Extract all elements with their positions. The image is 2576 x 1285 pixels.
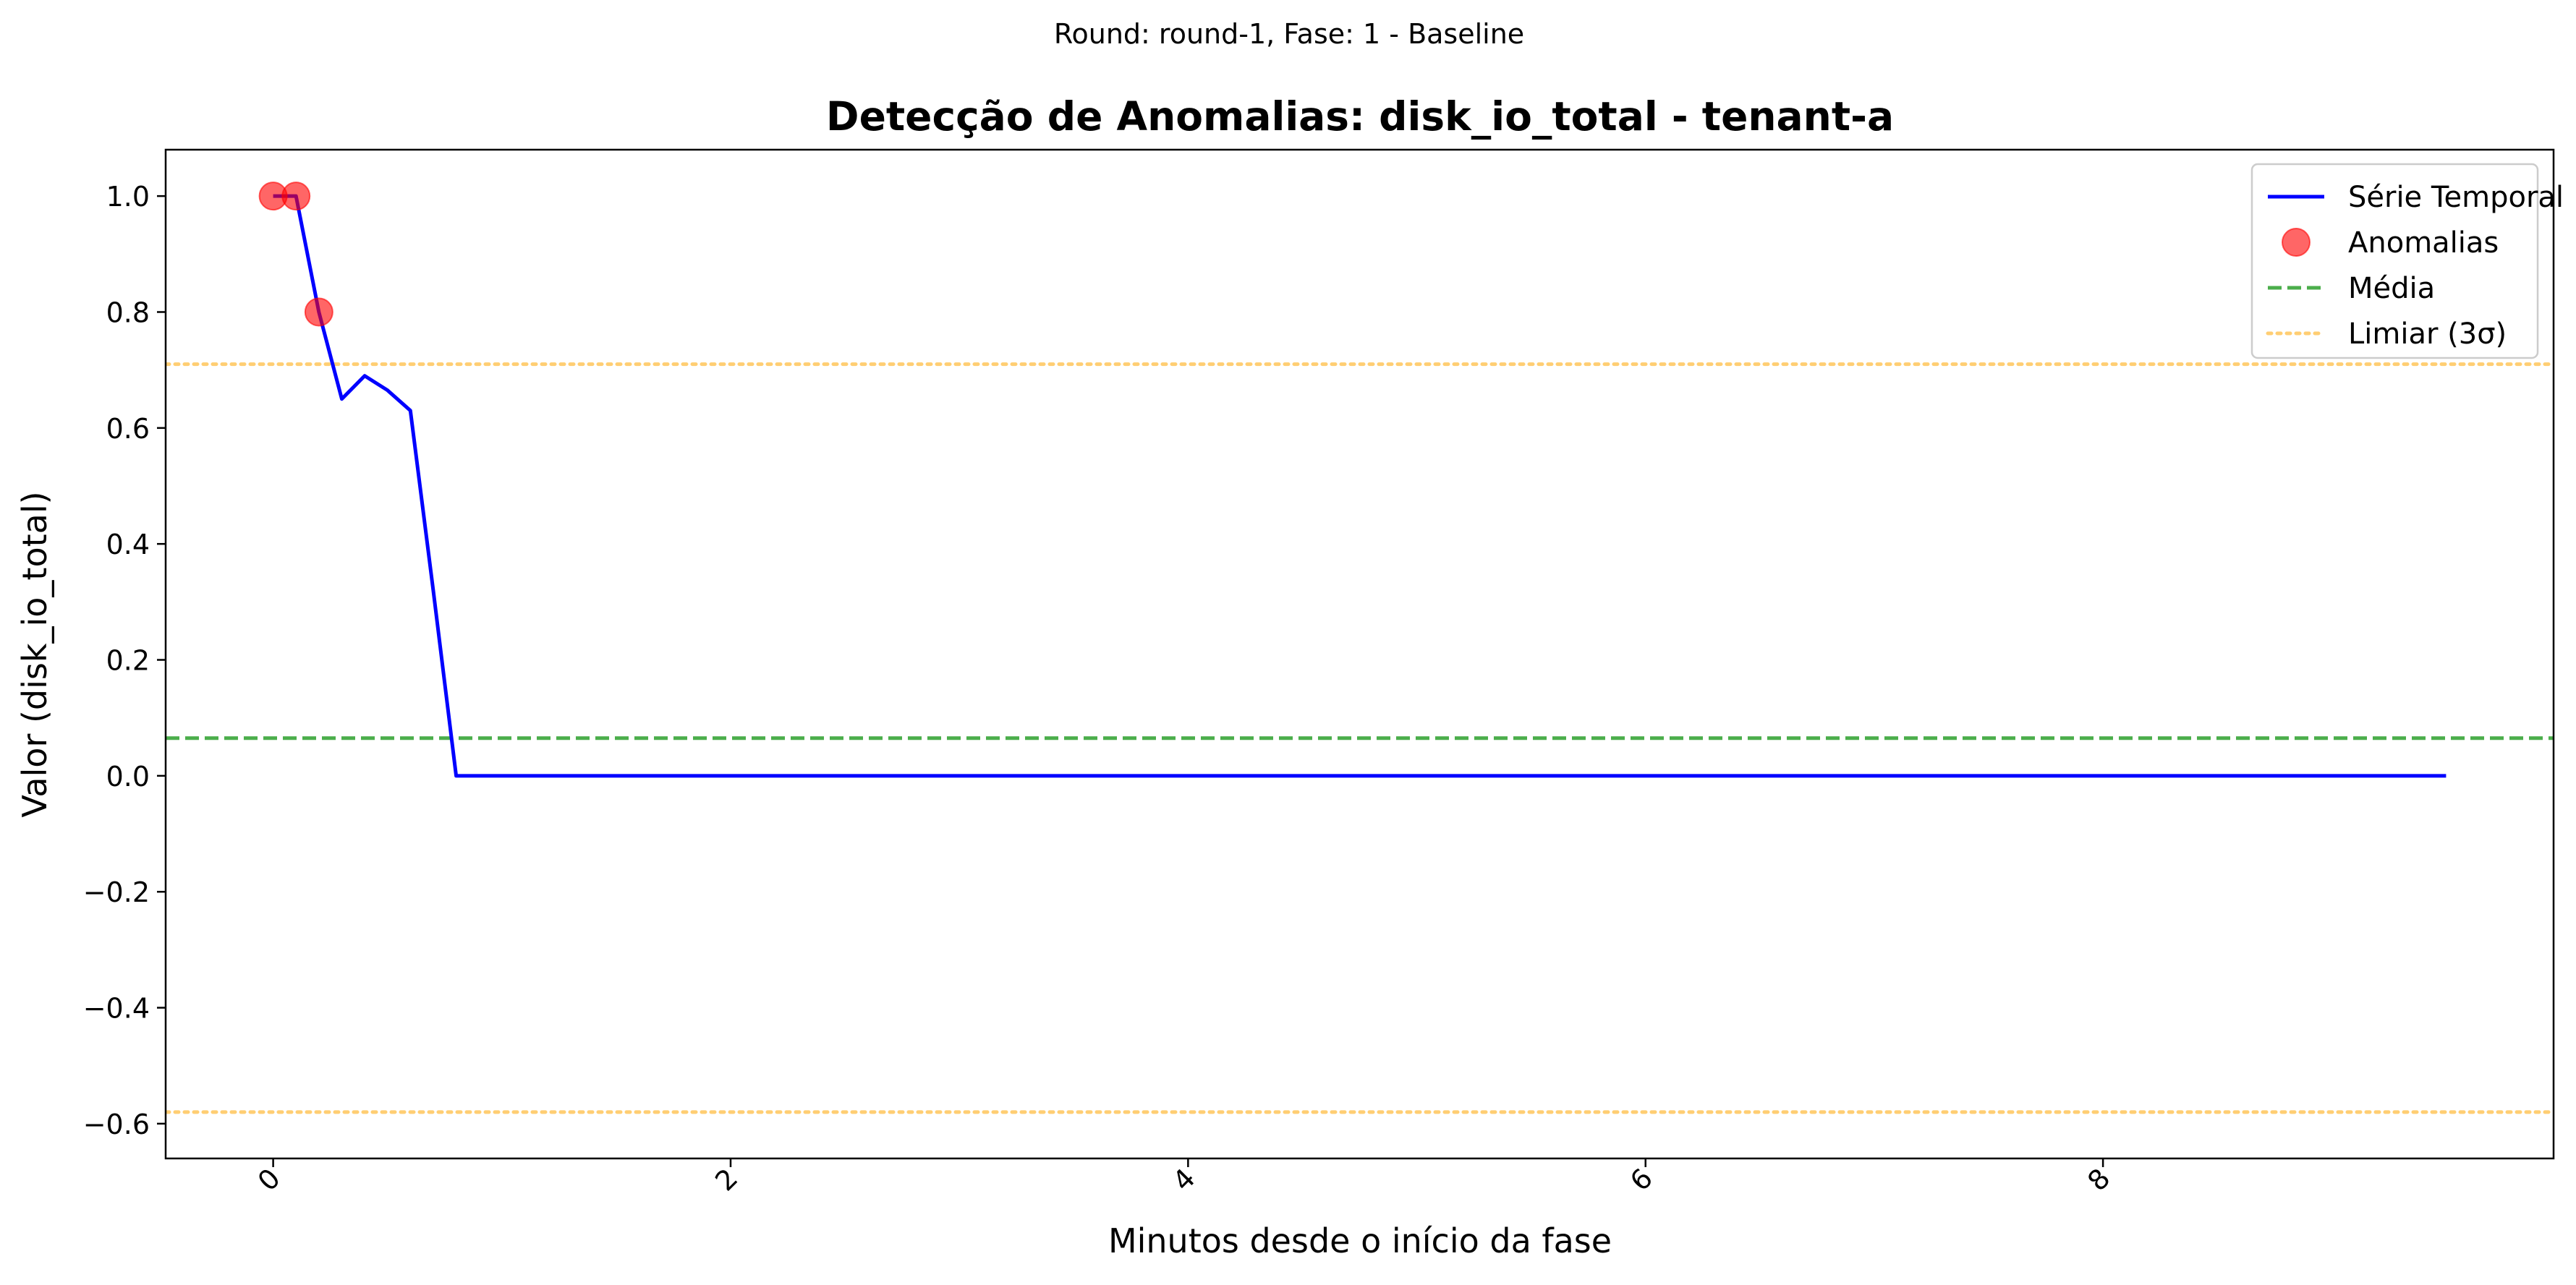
legend: Série Temporal Anomalias Média Limiar (3σ) [2250,163,2564,359]
figure-suptitle: Round: round-1, Fase: 1 - Baseline [1054,18,1524,50]
y-tick-label: −0.2 [83,876,150,908]
y-tick-label: 0.2 [106,645,150,677]
legend-handle-anomalies [2282,228,2311,257]
x-tick-label: 2 [709,1162,744,1197]
legend-label: Média [2348,272,2435,305]
legend-label: Limiar (3σ) [2348,317,2507,351]
y-tick-label: 0.4 [106,529,150,560]
y-tick-label: −0.4 [83,993,150,1025]
y-tick-label: −0.6 [83,1109,150,1140]
y-tick-label: 0.8 [106,296,150,328]
chart-title: Detecção de Anomalias: disk_io_total - t… [826,93,1894,140]
anomaly-point [304,297,333,327]
anomaly-point [281,182,311,211]
x-tick-label: 0 [252,1162,286,1197]
plot-frame [164,148,2555,1160]
y-tick-label: 0.0 [106,761,150,793]
x-tick-label: 8 [2081,1162,2116,1197]
legend-label: Série Temporal [2348,181,2564,214]
x-tick-label: 4 [1167,1162,1202,1197]
axis-ticks: −0.6 −0.4 −0.2 0.0 0.2 0.4 0.6 0.8 1.0 0 2 4 6 8 [83,181,2117,1197]
plot-area [164,148,2555,1160]
plot-content [166,182,2554,1114]
y-tick-label: 1.0 [106,181,150,213]
y-tick-label: 0.6 [106,413,150,445]
legend-frame [2250,163,2539,359]
x-tick-label: 6 [1624,1162,1659,1197]
legend-label: Anomalias [2348,226,2499,260]
time-series-line [273,194,2447,778]
y-axis-label: Valor (disk_io_total) [15,491,54,817]
x-axis-label: Minutos desde o início da fase [1108,1221,1612,1260]
